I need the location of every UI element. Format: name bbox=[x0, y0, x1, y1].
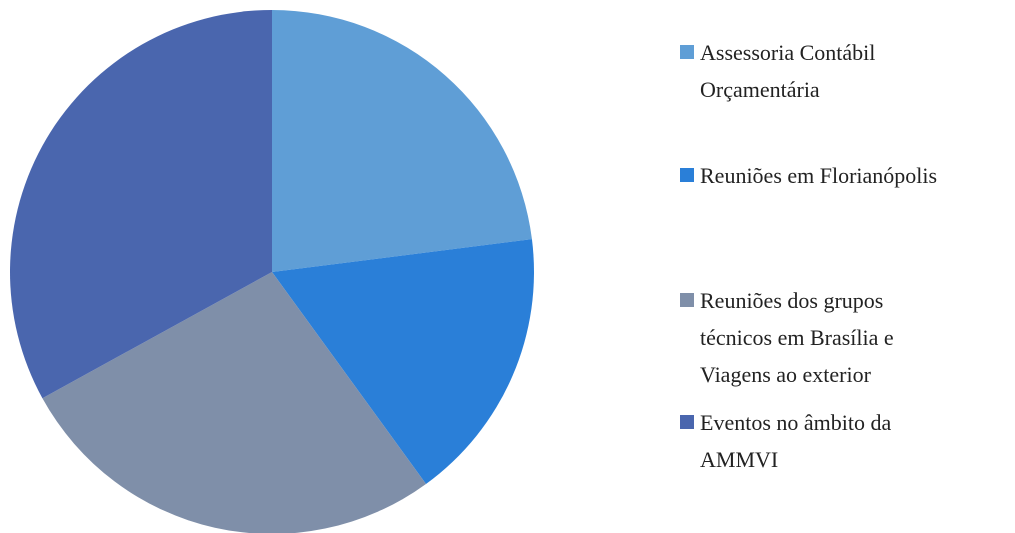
pie-slice bbox=[272, 239, 534, 484]
pie-slice bbox=[10, 10, 273, 399]
legend-label: Eventos no âmbito da AMMVI bbox=[700, 410, 892, 472]
pie bbox=[10, 10, 534, 533]
legend-label: Reuniões dos grupos técnicos em Brasília… bbox=[700, 288, 894, 387]
legend-item: Eventos no âmbito da AMMVI bbox=[680, 404, 950, 478]
legend-item: Reuniões em Florianópolis bbox=[680, 157, 1015, 194]
pie-slice bbox=[272, 10, 532, 272]
legend-item: Assessoria Contábil Orçamentária bbox=[680, 34, 930, 108]
pie-slice bbox=[42, 272, 426, 533]
legend-swatch bbox=[680, 415, 694, 429]
legend-label: Reuniões em Florianópolis bbox=[700, 163, 938, 188]
legend-swatch bbox=[680, 293, 694, 307]
legend-item: Reuniões dos grupos técnicos em Brasília… bbox=[680, 282, 950, 393]
legend-swatch bbox=[680, 45, 694, 59]
legend-label: Assessoria Contábil Orçamentária bbox=[700, 40, 876, 102]
legend-swatch bbox=[680, 168, 694, 182]
